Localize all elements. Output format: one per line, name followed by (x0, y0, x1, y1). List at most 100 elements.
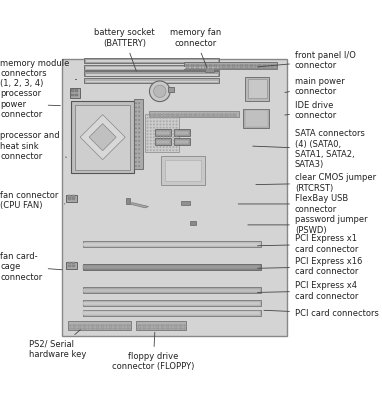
Bar (248, 79, 267, 98)
Circle shape (163, 143, 165, 145)
Circle shape (147, 149, 149, 151)
Bar (72, 198, 75, 200)
Circle shape (150, 146, 152, 148)
Circle shape (156, 117, 158, 119)
Circle shape (135, 152, 137, 154)
Circle shape (153, 127, 155, 129)
Circle shape (153, 117, 155, 119)
Circle shape (172, 143, 174, 145)
Circle shape (156, 143, 158, 145)
Text: main power
connector: main power connector (285, 77, 345, 96)
Text: SATA connectors
(4) (SATA0,
SATA1, SATA2,
SATA3): SATA connectors (4) (SATA0, SATA1, SATA2… (253, 129, 365, 169)
Bar (71, 101, 134, 173)
Circle shape (169, 114, 171, 116)
Circle shape (156, 120, 158, 122)
Bar (161, 156, 205, 185)
Bar (72, 195, 75, 198)
Bar (175, 140, 189, 144)
Text: fan connector
(CPU FAN): fan connector (CPU FAN) (0, 191, 65, 210)
Bar (84, 312, 260, 315)
Circle shape (172, 117, 174, 119)
Bar (86, 60, 218, 62)
Circle shape (169, 124, 171, 126)
Bar (156, 131, 170, 135)
Bar (75, 94, 78, 96)
Circle shape (156, 146, 158, 148)
Circle shape (138, 123, 140, 125)
Circle shape (176, 143, 178, 145)
Circle shape (147, 143, 149, 145)
Circle shape (135, 140, 137, 142)
Circle shape (153, 140, 155, 142)
Circle shape (166, 149, 168, 151)
Circle shape (135, 111, 137, 112)
Circle shape (147, 114, 149, 116)
Text: FlexBay USB
connector: FlexBay USB connector (238, 194, 348, 214)
Circle shape (159, 114, 161, 116)
Bar (68, 195, 71, 198)
Text: PS2/ Serial
hardware key: PS2/ Serial hardware key (29, 330, 87, 358)
Bar (72, 265, 75, 267)
Bar (83, 287, 261, 293)
Circle shape (169, 117, 171, 119)
Circle shape (153, 149, 155, 151)
Bar (84, 302, 260, 305)
Circle shape (159, 143, 161, 145)
Text: memory module
connectors
(1, 2, 3, 4): memory module connectors (1, 2, 3, 4) (0, 59, 76, 88)
Circle shape (159, 133, 161, 135)
Circle shape (172, 136, 174, 138)
Bar (145, 114, 179, 152)
Circle shape (135, 102, 137, 104)
Bar (243, 109, 269, 128)
Circle shape (163, 130, 165, 132)
Bar (174, 129, 190, 136)
Bar (84, 265, 260, 269)
Circle shape (172, 120, 174, 122)
Circle shape (176, 120, 178, 122)
Circle shape (166, 117, 168, 119)
Bar (181, 201, 190, 205)
Bar (83, 264, 261, 270)
Circle shape (156, 133, 158, 135)
Circle shape (159, 140, 161, 142)
Bar (155, 138, 171, 145)
Bar (83, 241, 261, 247)
Bar (75, 105, 130, 170)
Circle shape (149, 81, 170, 102)
Circle shape (163, 149, 165, 151)
Circle shape (147, 124, 149, 126)
Circle shape (172, 130, 174, 132)
Circle shape (169, 149, 171, 151)
Polygon shape (80, 115, 125, 160)
Circle shape (172, 149, 174, 151)
Circle shape (176, 130, 178, 132)
Bar (84, 71, 219, 76)
Bar (156, 140, 170, 144)
Text: processor
power
connector: processor power connector (0, 89, 60, 119)
Circle shape (135, 148, 137, 150)
Circle shape (163, 140, 165, 142)
Circle shape (169, 127, 171, 129)
Circle shape (147, 133, 149, 135)
Circle shape (156, 130, 158, 132)
Circle shape (159, 124, 161, 126)
Circle shape (156, 149, 158, 151)
Circle shape (150, 133, 152, 135)
Circle shape (172, 146, 174, 148)
Circle shape (150, 127, 152, 129)
Circle shape (169, 140, 171, 142)
Circle shape (153, 146, 155, 148)
Bar (62, 59, 287, 336)
Circle shape (169, 146, 171, 148)
Circle shape (176, 146, 178, 148)
Circle shape (166, 140, 168, 142)
Circle shape (150, 117, 152, 119)
Circle shape (169, 120, 171, 122)
Circle shape (138, 161, 140, 163)
Circle shape (153, 143, 155, 145)
Circle shape (172, 114, 174, 116)
Text: PCI card connectors: PCI card connectors (264, 309, 379, 318)
Bar (245, 77, 269, 101)
Circle shape (156, 124, 158, 126)
Circle shape (147, 136, 149, 138)
